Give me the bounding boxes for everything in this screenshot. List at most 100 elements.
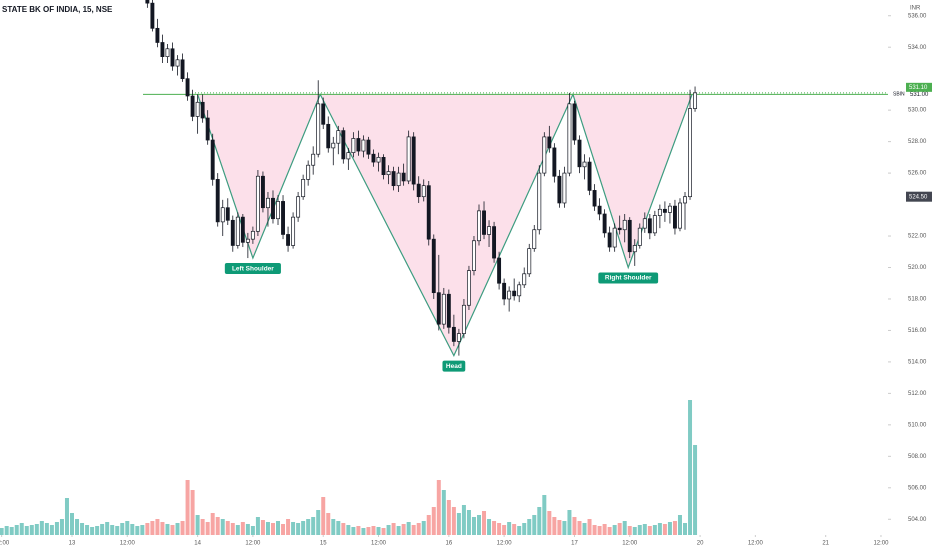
volume-bar <box>356 526 361 535</box>
volume-bar <box>326 513 331 535</box>
volume-bar <box>215 517 220 535</box>
x-tick-label: 15 <box>320 541 327 547</box>
volume-bar <box>185 480 190 535</box>
candle-body <box>311 153 316 166</box>
candle-body <box>406 136 411 182</box>
candle-body <box>170 48 175 67</box>
y-tick-label: 534.00 <box>908 45 927 51</box>
candle-body <box>456 333 461 342</box>
volume-bar <box>487 519 492 535</box>
volume-bar <box>627 526 632 535</box>
candle-body <box>582 161 587 168</box>
volume-bar <box>155 519 160 535</box>
volume-bar <box>597 526 602 535</box>
candle-body <box>502 282 507 300</box>
candle-body <box>175 59 180 67</box>
annotation-label: Left Shoulder <box>232 265 274 272</box>
candle-body <box>472 240 476 271</box>
candle-body <box>522 273 527 286</box>
volume-bar <box>411 525 416 535</box>
volume-bar <box>567 510 572 535</box>
y-tick-label: 518.00 <box>908 297 927 303</box>
volume-bar <box>321 497 326 535</box>
candle-body <box>436 292 441 325</box>
candle-body <box>391 171 396 187</box>
candle-body <box>537 172 542 231</box>
candle-body <box>647 218 652 234</box>
candle-body <box>255 175 260 232</box>
y-tick-label: 522.00 <box>908 234 927 240</box>
candle-body <box>577 139 582 168</box>
y-tick-label: 520.00 <box>908 265 927 271</box>
candle-body <box>266 197 270 209</box>
volume-bar <box>336 521 341 535</box>
volume-bar <box>100 524 105 535</box>
candle-body <box>597 205 602 215</box>
candle-body <box>652 215 657 234</box>
candle-body <box>532 229 537 249</box>
x-tick-label: 16 <box>446 541 453 547</box>
candle-body <box>341 130 346 160</box>
last-price-label: 531.10 <box>909 85 928 91</box>
volume-bar <box>361 528 366 535</box>
candle-body <box>667 205 672 213</box>
candle-body <box>150 2 155 29</box>
candle-body <box>306 164 311 180</box>
volume-bar <box>371 526 376 535</box>
volume-bar <box>642 524 647 535</box>
candle-body <box>326 123 331 149</box>
neckline-name: SBIN <box>893 92 905 98</box>
volume-bar <box>612 525 617 535</box>
volume-bar <box>667 522 672 535</box>
candle-body <box>180 59 185 80</box>
volume-bar <box>396 526 401 535</box>
volume-bar <box>110 525 115 535</box>
candle-body <box>240 216 245 243</box>
volume-bar <box>145 523 150 535</box>
candle-body <box>517 284 522 297</box>
volume-bar <box>602 524 607 535</box>
volume-bar <box>160 522 165 535</box>
candle-body <box>678 202 682 229</box>
candle-body <box>411 136 416 185</box>
volume-bar <box>306 519 311 535</box>
volume-bar <box>592 525 597 535</box>
volume-bar <box>39 521 44 535</box>
candle-body <box>185 78 190 97</box>
pattern-fill <box>197 94 693 356</box>
volume-bar <box>301 521 306 535</box>
volume-bar <box>331 519 336 535</box>
candle-body <box>155 27 160 43</box>
volume-bar <box>80 523 85 535</box>
candle-body <box>205 117 210 141</box>
x-tick-label: 14 <box>194 541 201 547</box>
volume-bar <box>170 525 175 535</box>
volume-bar <box>492 521 497 535</box>
volume-bar <box>85 525 90 535</box>
candle-body <box>572 103 577 141</box>
volume-bar <box>200 519 205 535</box>
volume-bar <box>657 523 662 535</box>
candle-body <box>235 216 240 246</box>
volume-bar <box>70 513 75 535</box>
volume-bar <box>466 510 471 535</box>
volume-bar <box>135 526 140 535</box>
neckline-label: 531.00 <box>910 92 929 98</box>
volume-bar <box>195 515 200 535</box>
volume-bar <box>220 519 225 535</box>
candle-body <box>351 138 356 153</box>
price-marker-label: 524.50 <box>909 194 928 200</box>
volume-bar <box>235 525 240 535</box>
candle-body <box>642 218 647 229</box>
y-tick-label: 510.00 <box>908 422 927 428</box>
volume-bar <box>281 524 286 535</box>
y-tick-label: 506.00 <box>908 485 927 491</box>
volume-bar <box>14 525 19 535</box>
candle-body <box>371 153 376 163</box>
volume-bar <box>125 521 130 535</box>
x-tick-label: 12:00 <box>371 541 387 547</box>
volume-bar <box>120 523 125 535</box>
candle-body <box>356 138 361 152</box>
volume-bar <box>180 521 185 535</box>
